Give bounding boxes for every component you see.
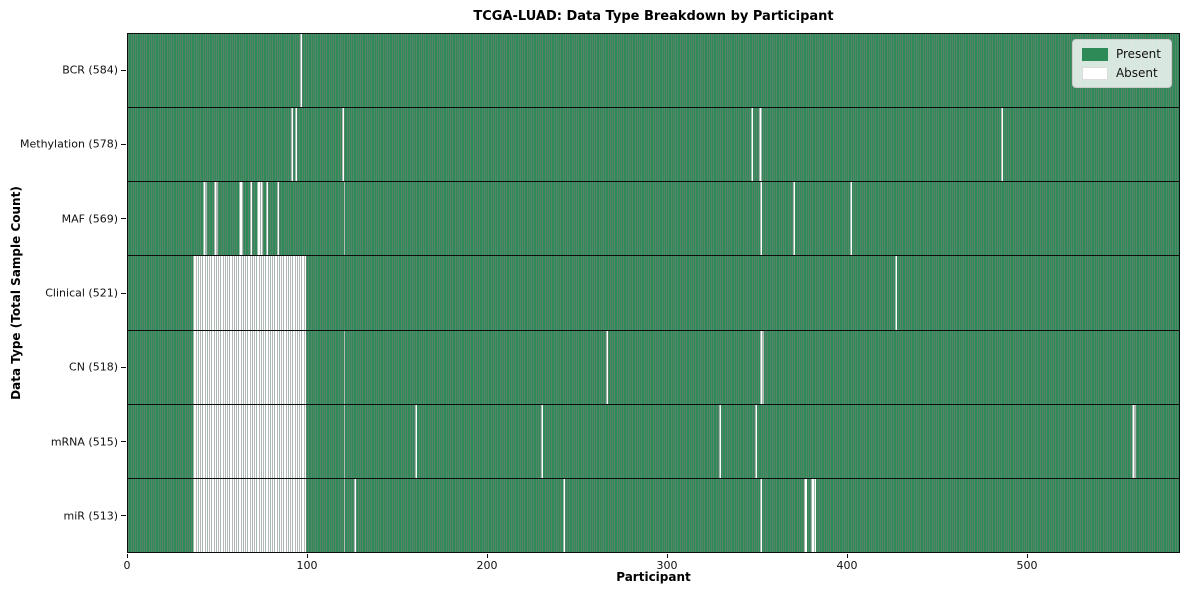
y-tick-label: BCR (584) [62,63,118,77]
rows-container [128,34,1179,552]
absent-segment [192,478,306,552]
absent-segment [277,182,279,256]
data-row-mir [128,477,1179,552]
data-row-bcr [128,34,1179,108]
x-tick-mark [307,554,308,558]
absent-segment [760,182,763,256]
absent-segment [562,478,565,552]
absent-segment [850,182,852,256]
absent-segment [354,478,357,552]
absent-segment [343,404,346,478]
absent-segment [257,182,263,256]
x-tick-mark [487,554,488,558]
data-row-maf [128,181,1179,256]
x-tick-label: 400 [836,559,858,572]
absent-segment [541,404,543,478]
absent-segment [192,330,306,404]
y-tick-mark [121,441,126,443]
absent-segment [291,108,294,182]
absent-swatch [1081,66,1108,80]
y-tick-label: CN (518) [69,360,118,374]
absent-segment [343,330,346,404]
y-tick-mark [121,69,126,71]
absent-segment [415,404,418,478]
y-tick-mark [121,366,126,368]
y-tick-mark [121,515,126,517]
absent-segment [792,182,795,256]
absent-segment [1001,108,1003,182]
y-tick-label: Clinical (521) [45,286,118,300]
absent-segment [341,108,344,182]
absent-segment [203,182,208,256]
y-tick-mark [121,143,126,145]
absent-segment [803,478,808,552]
x-tick-mark [847,554,848,558]
x-tick-mark [127,554,128,558]
y-tick-mark [121,292,126,294]
absent-segment [760,478,763,552]
absent-segment [895,256,897,330]
x-tick-label: 500 [1016,559,1038,572]
absent-segment [239,182,243,256]
x-tick-label: 300 [656,559,678,572]
x-axis-label: Participant [616,570,691,584]
x-tick-label: 100 [296,559,318,572]
absent-segment [605,330,608,404]
data-row-clinical [128,255,1179,330]
y-tick-label: Methylation (578) [20,137,118,151]
data-row-cn [128,329,1179,404]
absent-segment [192,256,306,330]
data-row-mrna [128,403,1179,478]
plot-area: Present Absent [127,33,1180,553]
absent-segment [751,108,754,182]
legend: Present Absent [1071,39,1172,88]
absent-segment [719,404,721,478]
absent-segment [214,182,218,256]
x-tick-label: 200 [476,559,498,572]
absent-segment [192,404,306,478]
absent-segment [760,330,764,404]
legend-item-present: Present [1081,47,1161,61]
y-tick-label: miR (513) [63,509,119,523]
legend-label-present: Present [1115,47,1161,61]
data-row-methylation [128,107,1179,182]
y-tick-mark [121,218,126,220]
x-tick-mark [667,554,668,558]
x-tick-mark [1027,554,1028,558]
y-axis-label: Data Type (Total Sample Count) [9,186,23,400]
absent-segment [300,34,303,108]
absent-segment [295,108,297,182]
chart-title: TCGA-LUAD: Data Type Breakdown by Partic… [473,9,834,24]
absent-segment [343,182,346,256]
absent-segment [266,182,269,256]
y-tick-label: mRNA (515) [50,435,118,449]
absent-segment [758,108,763,182]
present-swatch [1081,47,1108,61]
absent-segment [343,478,346,552]
y-tick-label: MAF (569) [61,212,118,226]
absent-segment [1132,404,1136,478]
absent-segment [755,404,757,478]
absent-segment [810,478,817,552]
absent-segment [250,182,252,256]
legend-item-absent: Absent [1081,66,1161,80]
legend-label-absent: Absent [1115,66,1158,80]
x-tick-label: 0 [123,559,131,572]
